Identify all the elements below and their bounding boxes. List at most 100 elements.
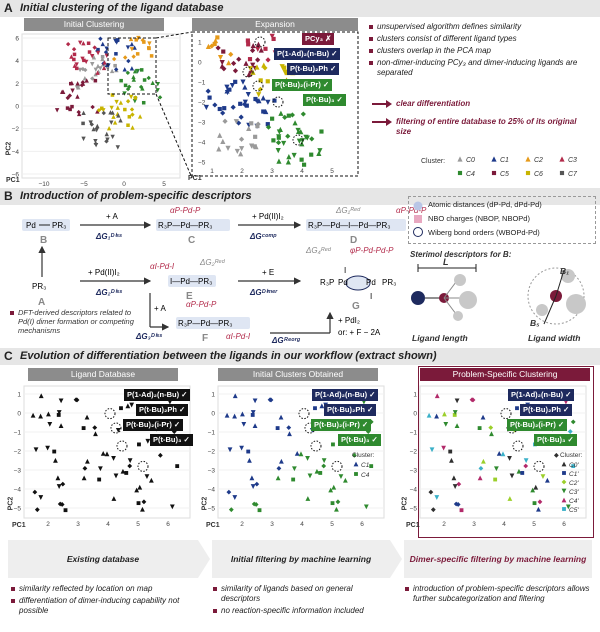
data-point [113,63,117,68]
ligand-length-label: Ligand length [412,333,468,343]
bullet-item: differentiation of dimer-inducing capabi… [10,596,198,616]
tick-label: 4 [300,168,304,175]
data-point [110,93,115,97]
data-point [454,423,460,429]
svg-text:R₃P—Pd—I—Pd—PR₃: R₃P—Pd—I—Pd—PR₃ [308,221,391,230]
tick-label: 6 [360,521,364,528]
tick-label: −2 [198,100,206,107]
data-point [130,125,135,130]
svg-text:R₃P—Pd—PR₃: R₃P—Pd—PR₃ [158,221,213,230]
data-point [304,135,310,141]
data-point [110,110,115,115]
data-point [305,456,310,461]
data-point [58,398,64,404]
data-point [80,80,86,85]
tick-label: 2 [15,81,19,88]
tick-label: −1 [410,430,418,437]
highlight-ring [272,96,284,108]
data-point [212,37,219,44]
data-point [236,120,242,126]
data-point [532,501,537,506]
legend-label: C0 [466,157,475,164]
data-point [79,82,85,88]
data-point [252,144,257,149]
highlight-ring [116,440,128,452]
data-point [516,468,522,474]
step-initial-filtering: Initial filtering by machine learning [212,540,390,578]
badge-p1ad2nbu: P(1-Ad)₂(n-Bu) ✓ [274,48,341,60]
data-point [56,484,62,489]
data-point [452,413,457,417]
tick-label: 3 [270,168,274,175]
data-point [74,62,79,67]
data-point [291,477,296,482]
data-point [112,120,118,125]
data-point [313,406,317,411]
data-point [100,56,105,62]
data-point [217,106,222,112]
data-point [128,94,134,100]
svg-text:Pd: Pd [26,221,36,230]
data-point [38,393,44,399]
data-point [54,108,60,113]
data-point [221,66,227,72]
data-point [103,49,109,55]
svg-text:F: F [202,333,208,344]
data-point [537,499,543,505]
badge-ptbu2ph: P(t-Bu)₂Ph ✓ [324,404,377,416]
tick-label: −2 [410,449,418,456]
data-point [89,122,94,127]
legend-label: C0' [569,462,579,469]
data-point [559,170,565,176]
data-point [95,50,101,56]
data-point [243,60,249,66]
data-point [81,426,86,431]
section-letter: B [4,189,13,203]
data-point [115,427,121,433]
data-point [321,463,327,469]
svg-text:D: D [350,235,357,246]
badge-ptbu3: P(t-Bu)₃ ✓ [150,434,193,446]
data-point [562,471,566,475]
data-point [292,120,298,126]
data-point [224,412,230,418]
badge-ptbu2ph: P(t-Bu)₂Ph ✓ [520,404,573,416]
data-point [203,104,209,111]
data-point [299,157,304,162]
data-point [255,124,260,129]
data-point [70,104,74,109]
data-point [298,451,304,457]
data-point [250,484,256,489]
svg-text:αP-Pd-P: αP-Pd-P [396,206,427,215]
data-point [101,65,107,71]
data-point [75,94,80,99]
data-point [56,410,62,415]
data-point [133,96,138,100]
data-point [238,114,244,120]
pc1-axis-label: PC1 [206,522,220,529]
data-point [100,106,104,111]
data-point [515,406,519,411]
data-point [493,477,498,482]
data-point [265,122,270,127]
data-point [76,109,81,115]
legend-label: C2 [534,157,543,164]
data-point [98,36,103,41]
step-label: Initial filtering by machine learning [230,554,372,564]
data-point [212,41,217,47]
data-point [481,458,486,464]
tick-label: −10 [38,181,49,188]
data-point [236,56,242,62]
data-point [93,78,98,83]
tick-label: 0 [413,411,417,418]
data-point [71,47,77,52]
data-point [246,125,252,132]
data-point [249,121,254,126]
data-point [351,452,357,458]
data-point [250,42,256,49]
bullet-item: clusters overlap in the PCA map [368,46,596,56]
svg-text:A: A [38,297,45,308]
tick-label: −5 [198,160,206,167]
data-point [457,170,463,176]
data-point [252,423,258,429]
